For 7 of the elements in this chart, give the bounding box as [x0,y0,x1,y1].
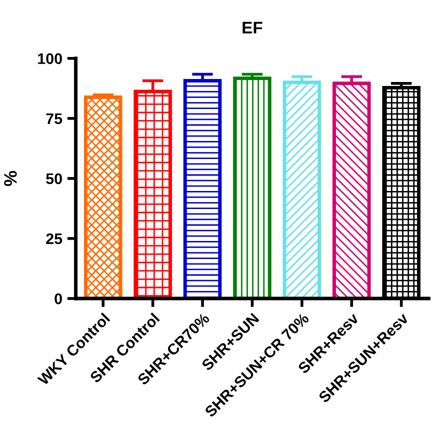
y-tick-label: 50 [46,173,62,184]
y-tick-label: 75 [46,113,62,124]
y-tick-label: 25 [46,233,62,244]
y-tick-label: 100 [38,53,62,64]
chart-title: EF [242,22,262,34]
y-tick-label: 0 [54,293,62,304]
y-axis-title: % [4,170,17,186]
